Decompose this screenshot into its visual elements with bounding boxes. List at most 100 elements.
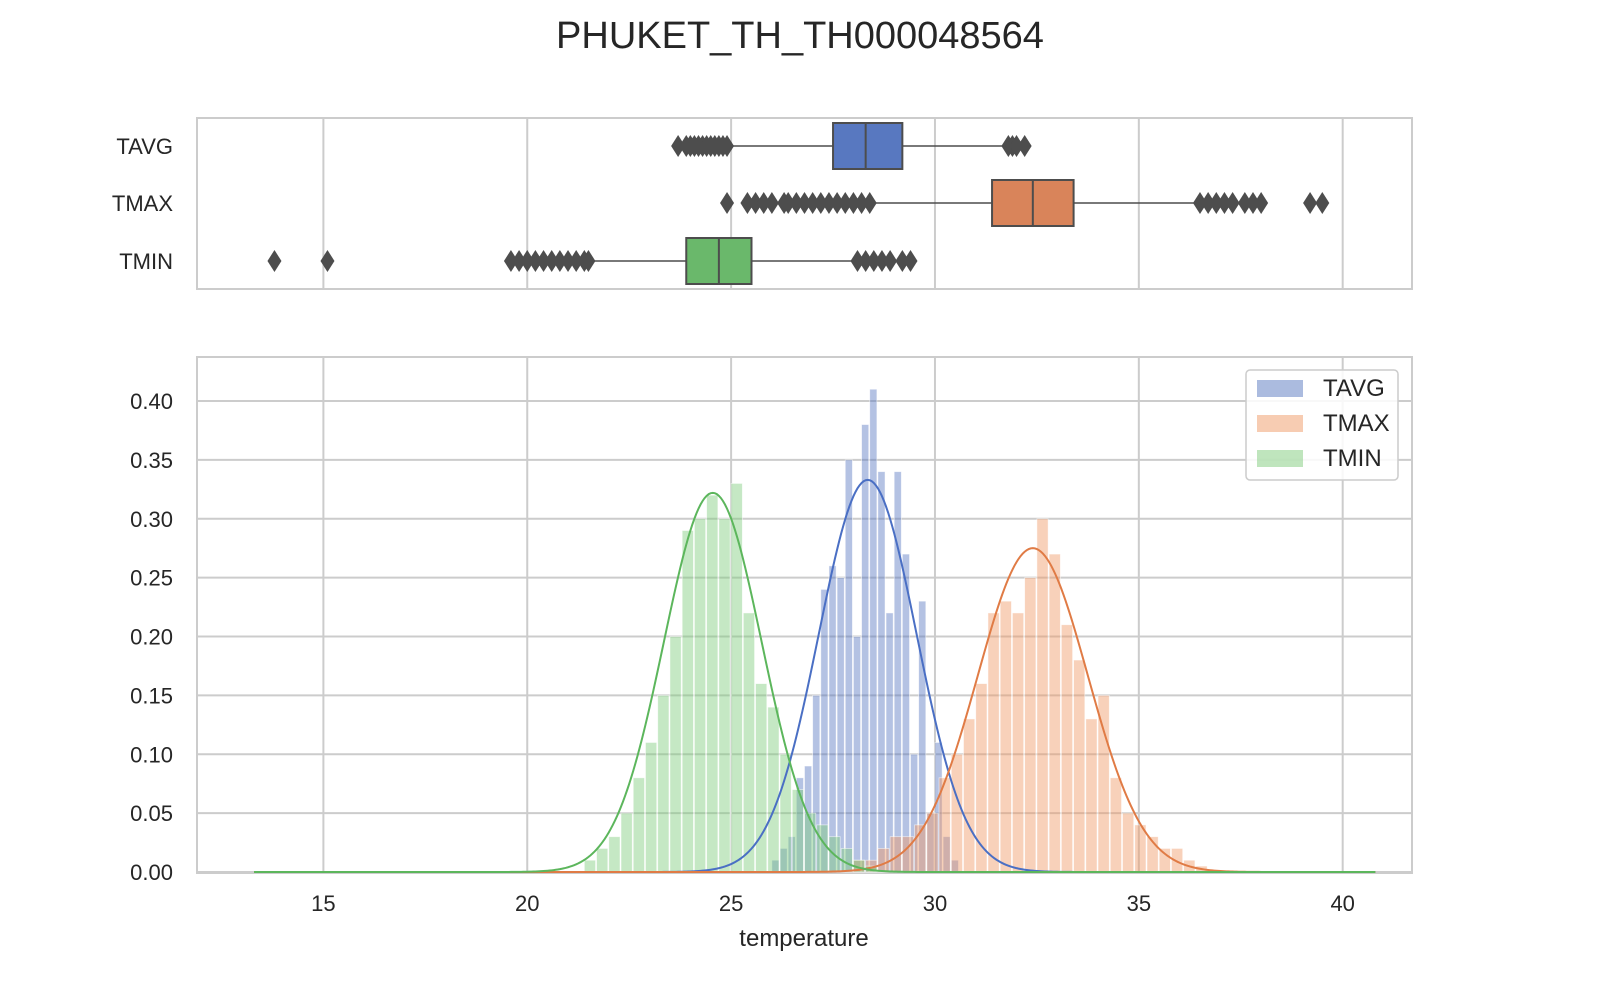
histogram-bar [999, 600, 1012, 873]
boxplot-outlier [528, 250, 543, 272]
histogram-bar [1060, 624, 1073, 873]
legend-swatch-tmax [1257, 415, 1303, 432]
boxplot-outlier [874, 250, 889, 272]
legend-label-tmax: TMAX [1323, 410, 1390, 437]
boxplot-outlier [883, 250, 898, 272]
boxplot-outlier [1315, 192, 1330, 214]
histogram-bar [1109, 777, 1122, 873]
boxplot-outlier [552, 250, 567, 272]
boxplot-outlier [740, 192, 755, 214]
boxplot-outlier [720, 135, 735, 157]
boxplot-category-labels: TAVG TMAX TMIN [112, 134, 173, 274]
histogram-bar [718, 518, 731, 873]
y-tick-label: 0.25 [130, 566, 173, 591]
y-tick-label: 0.20 [130, 625, 173, 650]
boxplot-outlier [1201, 192, 1216, 214]
histogram-bar [632, 777, 645, 873]
boxplot-outlier [781, 192, 796, 214]
y-tick-label: 0.30 [130, 507, 173, 532]
histogram-bar [1097, 694, 1110, 873]
histogram-bar [1085, 718, 1098, 873]
chart-title: PHUKET_TH_TH000048564 [556, 15, 1044, 57]
x-axis-label: temperature [739, 925, 868, 952]
boxplot-outlier [748, 192, 763, 214]
x-tick-labels: 15 20 25 30 35 40 [311, 891, 1355, 916]
histogram-bar [657, 694, 670, 873]
boxplot-outlier [512, 250, 527, 272]
legend-label-tavg: TAVG [1323, 375, 1385, 402]
x-tick-label: 25 [719, 891, 743, 916]
histogram-bar [901, 553, 910, 873]
boxplot-outlier [764, 192, 779, 214]
boxplot-outlier [1209, 192, 1224, 214]
kde-curve-tmin [254, 491, 1376, 873]
histogram-bar [861, 424, 870, 873]
histogram-bar [1073, 659, 1086, 873]
boxplot-category-label: TAVG [116, 134, 173, 159]
x-tick-label: 35 [1127, 891, 1151, 916]
y-tick-label: 0.35 [130, 448, 173, 473]
histogram-bar [706, 494, 719, 873]
boxplot-panel: TAVG TMAX TMIN [112, 117, 1413, 290]
boxplot-tmin [267, 237, 918, 285]
boxplot-outlier [895, 250, 910, 272]
histogram-bar [620, 812, 633, 873]
boxplot-outlier [854, 192, 869, 214]
y-tick-label: 0.00 [130, 860, 173, 885]
histogram-bar [583, 859, 596, 873]
histogram-bar [836, 577, 845, 873]
boxplot-tmax [720, 179, 1330, 227]
histogram-bar [877, 471, 886, 873]
boxplot-outlier [1254, 192, 1269, 214]
boxplot-outlier [1192, 192, 1207, 214]
histogram-panel: 0.00 0.05 0.10 0.15 0.20 0.25 0.30 0.35 0.40 15 2… [130, 356, 1413, 916]
histogram-bar [926, 812, 939, 873]
histogram-series-tavg [771, 388, 959, 873]
boxplot-outlier [813, 192, 828, 214]
histogram-bar [877, 848, 890, 873]
boxplot-outlier [830, 192, 845, 214]
histogram-bar [730, 483, 743, 873]
boxplot-outlier [756, 192, 771, 214]
boxplot-outlier [789, 192, 804, 214]
boxplot-outlier [320, 250, 335, 272]
histogram-bar [1122, 812, 1135, 873]
boxplot-outlier [821, 192, 836, 214]
x-tick-label: 15 [311, 891, 335, 916]
boxplot-outlier [581, 250, 596, 272]
histogram-bar [804, 812, 817, 873]
boxplot-category-label: TMIN [119, 249, 173, 274]
histogram-bar [608, 836, 621, 873]
boxplot-outlier [846, 192, 861, 214]
histogram-bar [669, 636, 682, 873]
boxplot-outlier [569, 250, 584, 272]
boxplot-outlier [1217, 192, 1232, 214]
boxplot-outlier [503, 250, 518, 272]
histogram-bar [1024, 577, 1037, 873]
boxplot-outlier [858, 250, 873, 272]
y-tick-labels: 0.00 0.05 0.10 0.15 0.20 0.25 0.30 0.35 0.40 [130, 389, 173, 885]
histogram-bar [885, 612, 894, 873]
boxplot-outlier [850, 250, 865, 272]
boxplot-category-label: TMAX [112, 191, 173, 216]
histogram-bar [869, 388, 878, 873]
boxplot-outlier [903, 250, 918, 272]
legend-swatch-tavg [1257, 380, 1303, 397]
boxplot-outlier [520, 250, 535, 272]
y-tick-label: 0.05 [130, 801, 173, 826]
histogram-bar [1012, 612, 1025, 873]
histogram-bar [694, 518, 707, 873]
boxplot-outlier [561, 250, 576, 272]
histogram-bar [987, 612, 1000, 873]
boxplot-outlier [1017, 135, 1032, 157]
boxplot-outlier [671, 135, 686, 157]
boxplot-outlier [862, 192, 877, 214]
y-tick-label: 0.15 [130, 683, 173, 708]
boxplot-outlier [1303, 192, 1318, 214]
boxplot-outlier [267, 250, 282, 272]
histogram-bar [681, 530, 694, 873]
histogram-bar [1048, 553, 1061, 873]
boxplot-outlier [536, 250, 551, 272]
kde-curves [254, 478, 1376, 873]
